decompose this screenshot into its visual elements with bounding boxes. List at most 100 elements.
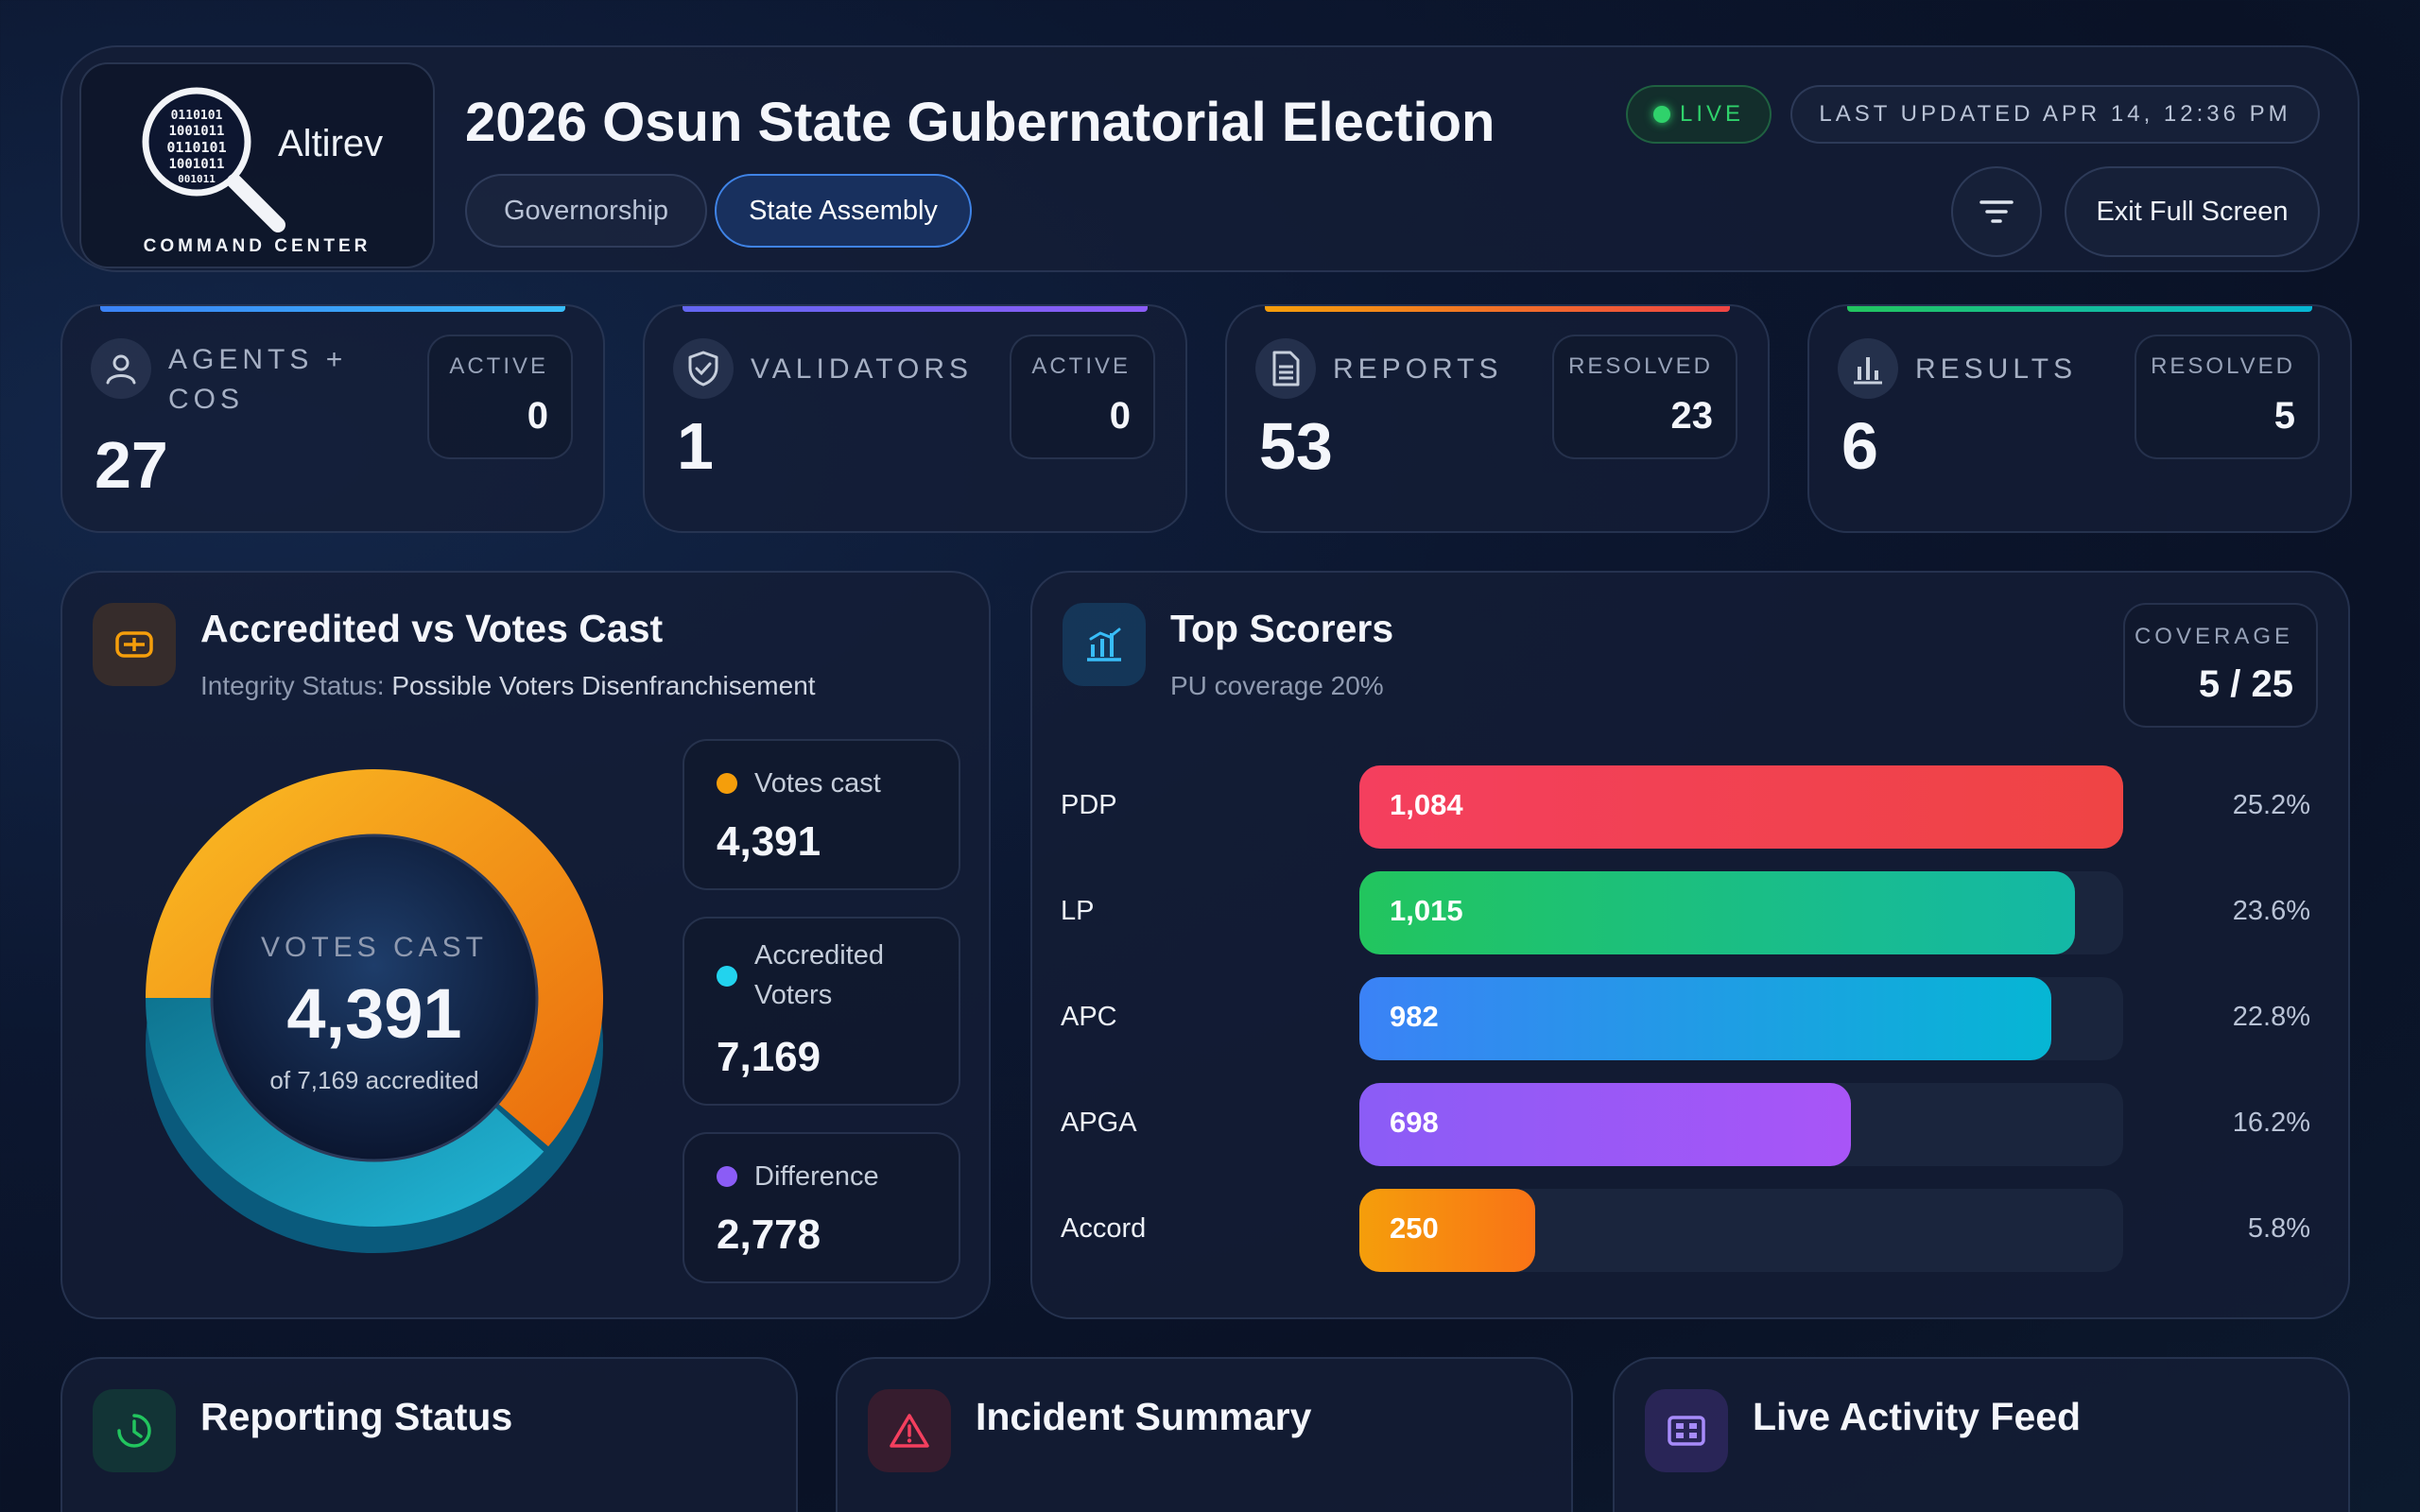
legend-dot-icon <box>717 773 737 794</box>
top-scorers-panel: Top Scorers PU coverage 20% COVERAGE 5 /… <box>1030 571 2350 1319</box>
svg-text:1001011: 1001011 <box>168 157 224 172</box>
bar-value-label: 698 <box>1390 1106 1439 1139</box>
legend-accredited-voters: Accredited Voters 7,169 <box>683 917 960 1106</box>
page-title: 2026 Osun State Gubernatorial Election <box>465 92 1495 153</box>
bar-value-label: 1,015 <box>1390 894 1463 927</box>
bar-chart-icon <box>1063 603 1146 686</box>
svg-text:1001011: 1001011 <box>168 124 224 139</box>
live-badge: LIVE <box>1626 85 1772 144</box>
stat-label: REPORTS <box>1333 353 1503 385</box>
stat-label: VALIDATORS <box>751 353 974 385</box>
stat-label: RESULTS <box>1915 353 2078 385</box>
coverage-value: 5 / 25 <box>2198 663 2293 705</box>
bar-fill: 250 <box>1359 1189 1535 1272</box>
donut-center-sub: of 7,169 accredited <box>269 1066 478 1094</box>
bar-row: APGA 698 16.2% <box>1032 1083 2348 1166</box>
header-bar: 0110101 1001011 0110101 1001011 001011 A… <box>60 45 2360 272</box>
reporting-status-panel: Reporting Status <box>60 1357 798 1512</box>
live-activity-feed-panel: Live Activity Feed <box>1613 1357 2350 1512</box>
integrity-status: Integrity Status: Possible Voters Disenf… <box>200 671 816 701</box>
stat-card-validators: VALIDATORS 1 ACTIVE 0 <box>643 304 1187 533</box>
bar-fill: 1,015 <box>1359 871 2075 954</box>
stat-label: AGENTS + COS <box>168 344 348 415</box>
ballot-box-icon <box>93 603 176 686</box>
bar-fill: 698 <box>1359 1083 1851 1166</box>
bar-percent-label: 25.2% <box>2232 790 2310 820</box>
integrity-status-value: Possible Voters Disenfranchisement <box>391 671 816 700</box>
clock-icon <box>93 1389 176 1472</box>
stat-sub-box: RESOLVED 23 <box>1552 335 1737 459</box>
logo-subtitle: COMMAND CENTER <box>143 236 372 256</box>
legend-label: Difference <box>754 1161 879 1192</box>
bar-category-label: PDP <box>1061 790 1117 820</box>
live-activity-feed-title: Live Activity Feed <box>1753 1395 2082 1438</box>
legend-value: 4,391 <box>717 818 821 865</box>
bar-row: LP 1,015 23.6% <box>1032 871 2348 954</box>
bar-percent-label: 23.6% <box>2232 896 2310 926</box>
stat-value: 27 <box>95 428 168 502</box>
logo-wordmark: Altirev <box>278 123 384 164</box>
reporting-status-title: Reporting Status <box>200 1395 513 1438</box>
stat-sub-caption: RESOLVED <box>1568 353 1713 379</box>
bar-value-label: 250 <box>1390 1211 1439 1245</box>
bar-track: 1,084 <box>1359 765 2123 849</box>
live-dot-icon <box>1652 106 1670 123</box>
bar-category-label: Accord <box>1061 1213 1147 1244</box>
filter-icon <box>1979 200 2014 223</box>
bar-fill: 1,084 <box>1359 765 2123 849</box>
bar-percent-label: 5.8% <box>2247 1213 2310 1244</box>
last-updated-badge: LAST UPDATED APR 14, 12:36 PM <box>1790 85 2320 144</box>
svg-text:0110101: 0110101 <box>166 139 226 156</box>
bar-fill: 982 <box>1359 977 2051 1060</box>
tab-governorship[interactable]: Governorship <box>465 174 707 248</box>
card-accent <box>1847 306 2312 312</box>
incident-summary-title: Incident Summary <box>976 1395 1312 1438</box>
stat-sub-value: 23 <box>1670 395 1714 437</box>
card-accent <box>1265 306 1730 312</box>
bar-track: 982 <box>1359 977 2123 1060</box>
bar-row: Accord 250 5.8% <box>1032 1189 2348 1272</box>
magnifier-binary-icon: 0110101 1001011 0110101 1001011 001011 <box>142 87 285 232</box>
stat-sub-box: RESOLVED 5 <box>2135 335 2320 459</box>
card-accent <box>100 306 565 312</box>
bar-track: 1,015 <box>1359 871 2123 954</box>
bar-value-label: 1,084 <box>1390 788 1463 821</box>
shield-check-icon <box>673 338 734 399</box>
stat-sub-caption: ACTIVE <box>449 353 548 379</box>
logo: 0110101 1001011 0110101 1001011 001011 A… <box>79 62 435 268</box>
tab-state-assembly[interactable]: State Assembly <box>715 174 972 248</box>
stat-sub-value: 0 <box>527 395 548 437</box>
legend-dot-icon <box>717 966 737 987</box>
filter-button[interactable] <box>1951 166 2042 257</box>
svg-text:001011: 001011 <box>178 173 216 185</box>
bar-percent-label: 16.2% <box>2232 1108 2310 1138</box>
stat-value: 53 <box>1259 409 1333 483</box>
stat-sub-box: ACTIVE 0 <box>1010 335 1155 459</box>
legend-dot-icon <box>717 1166 737 1187</box>
legend-label: Votes cast <box>754 768 881 799</box>
donut-center <box>210 833 539 1162</box>
stat-sub-value: 5 <box>2273 395 2295 437</box>
bar-category-label: APC <box>1061 1002 1117 1032</box>
stat-value: 6 <box>1841 409 1878 483</box>
legend-difference: Difference 2,778 <box>683 1132 960 1283</box>
coverage-box: COVERAGE 5 / 25 <box>2123 603 2318 728</box>
donut-segment-not-cast <box>146 998 544 1227</box>
legend-label: Accredited Voters <box>754 940 885 1010</box>
stat-sub-caption: ACTIVE <box>1031 353 1131 379</box>
stat-card-agents: AGENTS + COS 27 ACTIVE 0 <box>60 304 605 533</box>
donut-center-caption: VOTES CAST <box>261 932 488 963</box>
top-scorers-title: Top Scorers <box>1170 607 1394 650</box>
exit-full-screen-button[interactable]: Exit Full Screen <box>2065 166 2320 257</box>
bar-percent-label: 22.8% <box>2232 1002 2310 1032</box>
accredited-donut-chart: VOTES CAST 4,391 of 7,169 accredited <box>146 768 603 1253</box>
bar-value-label: 982 <box>1390 1000 1439 1033</box>
bar-category-label: APGA <box>1061 1108 1137 1138</box>
bar-row: APC 982 22.8% <box>1032 977 2348 1060</box>
legend-value: 2,778 <box>717 1211 821 1258</box>
coverage-caption: COVERAGE <box>2134 624 2293 649</box>
stat-sub-caption: RESOLVED <box>2151 353 2295 379</box>
user-icon <box>91 338 151 399</box>
stat-sub-box: ACTIVE 0 <box>427 335 573 459</box>
stat-card-results: RESULTS 6 RESOLVED 5 <box>1807 304 2352 533</box>
